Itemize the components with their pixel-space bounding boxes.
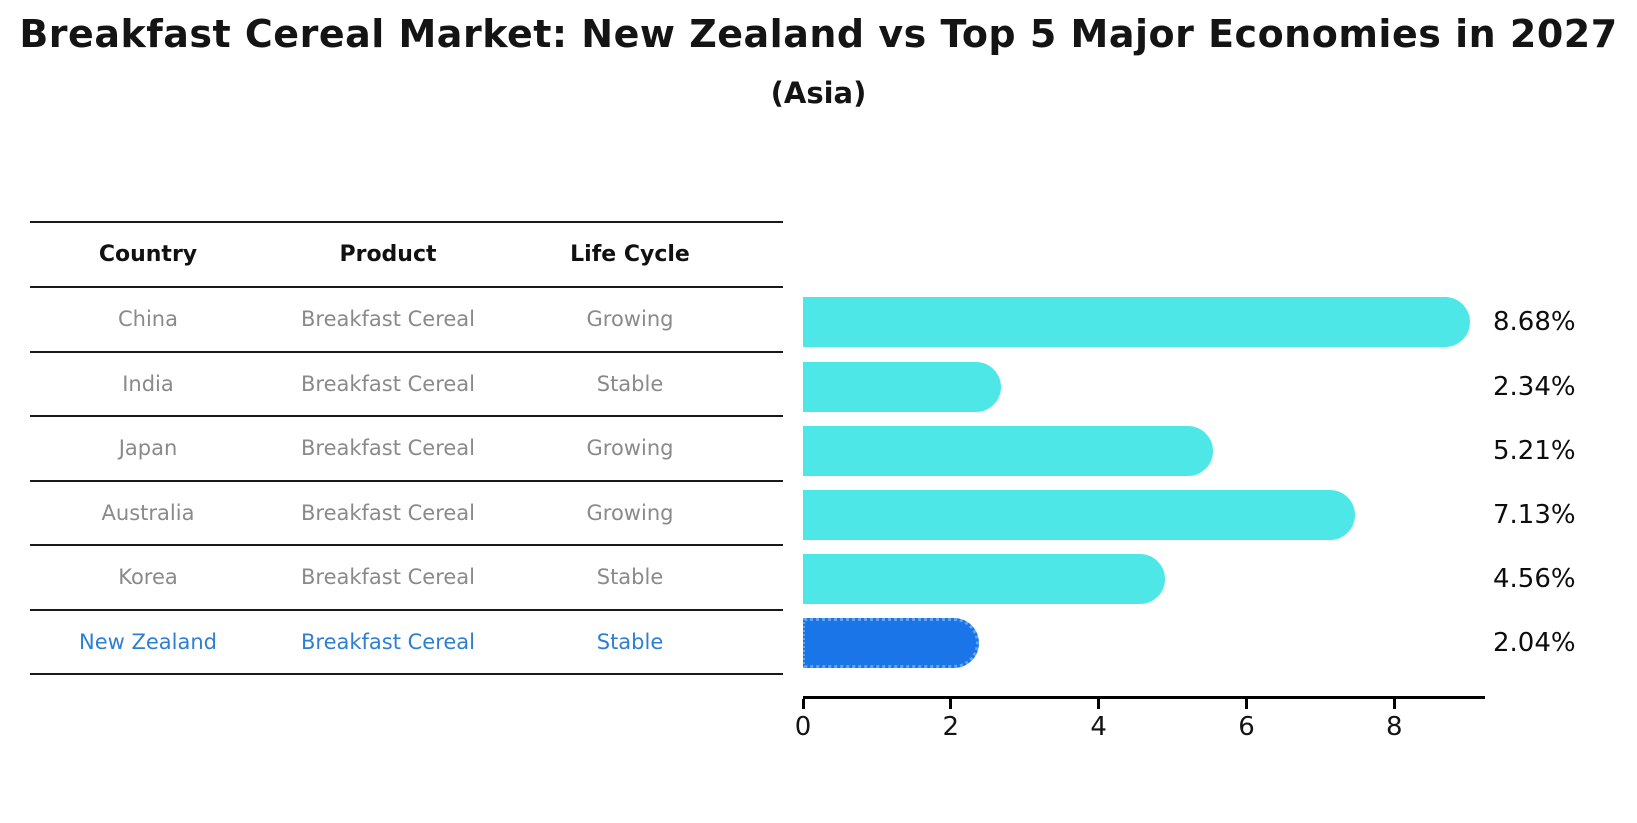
- cell-country: Japan: [118, 436, 178, 461]
- table-row-australia: Australia Breakfast Cereal Growing: [30, 482, 783, 546]
- bar-new-zealand: [803, 618, 979, 668]
- value-label-korea: 4.56%: [1493, 564, 1576, 594]
- table-row-korea: Korea Breakfast Cereal Stable: [30, 546, 783, 611]
- cell-life-cycle: Growing: [586, 436, 674, 461]
- x-tick-label-6: 6: [1238, 712, 1255, 742]
- bar-australia: [803, 490, 1355, 540]
- table-row-china: China Breakfast Cereal Growing: [30, 288, 783, 353]
- cell-product: Breakfast Cereal: [300, 436, 476, 461]
- cell-country: India: [122, 371, 174, 396]
- bar-india: [803, 362, 1001, 412]
- table-header-product: Product: [339, 242, 437, 267]
- cell-life-cycle: Stable: [596, 371, 664, 396]
- value-label-new-zealand: 2.04%: [1493, 628, 1576, 658]
- cell-country: China: [118, 307, 178, 332]
- x-tick-mark-8: [1392, 699, 1396, 709]
- cell-product: Breakfast Cereal: [300, 307, 476, 332]
- cell-product: Breakfast Cereal: [300, 565, 476, 590]
- table-row-india: India Breakfast Cereal Stable: [30, 353, 783, 417]
- cell-country: Korea: [118, 565, 178, 590]
- table-row-japan: Japan Breakfast Cereal Growing: [30, 417, 783, 482]
- bar-japan: [803, 426, 1214, 476]
- x-tick-label-0: 0: [794, 712, 812, 742]
- cell-product: Breakfast Cereal: [300, 629, 476, 654]
- cell-product: Breakfast Cereal: [300, 500, 476, 525]
- cell-life-cycle: Stable: [596, 565, 664, 590]
- cell-product: Breakfast Cereal: [300, 371, 476, 396]
- table-header-life-cycle: Life Cycle: [570, 242, 690, 267]
- bar-plot-area: [803, 0, 1483, 823]
- chart-title: Breakfast Cereal Market: New Zealand vs …: [19, 12, 1618, 56]
- cell-life-cycle: Growing: [586, 500, 674, 525]
- table-header-row: Country Product Life Cycle: [30, 221, 783, 288]
- bar-china: [803, 297, 1470, 347]
- x-axis-line: [803, 696, 1485, 699]
- x-tick-mark-4: [1097, 699, 1101, 709]
- value-label-china: 8.68%: [1493, 307, 1576, 337]
- x-tick-mark-2: [949, 699, 953, 709]
- cell-life-cycle: Stable: [596, 629, 664, 654]
- table-header-country: Country: [98, 242, 198, 267]
- cell-life-cycle: Growing: [586, 307, 674, 332]
- x-tick-label-2: 2: [942, 712, 960, 742]
- value-label-japan: 5.21%: [1493, 436, 1576, 466]
- value-label-australia: 7.13%: [1493, 500, 1576, 530]
- country-table: Country Product Life Cycle China Breakfas…: [30, 221, 783, 675]
- x-tick-mark-0: [801, 699, 805, 709]
- x-tick-label-8: 8: [1386, 712, 1403, 742]
- table-body: China Breakfast Cereal Growing India Breakfa…: [30, 288, 783, 675]
- x-tick-mark-6: [1244, 699, 1248, 709]
- x-tick-label-4: 4: [1090, 712, 1107, 742]
- cell-country: New Zealand: [79, 629, 217, 654]
- table-row-new-zealand: New Zealand Breakfast Cereal Stable: [30, 611, 783, 675]
- bar-korea: [803, 554, 1166, 604]
- cell-country: Australia: [101, 500, 195, 525]
- value-label-india: 2.34%: [1493, 372, 1576, 402]
- chart-subtitle: (Asia): [770, 76, 867, 110]
